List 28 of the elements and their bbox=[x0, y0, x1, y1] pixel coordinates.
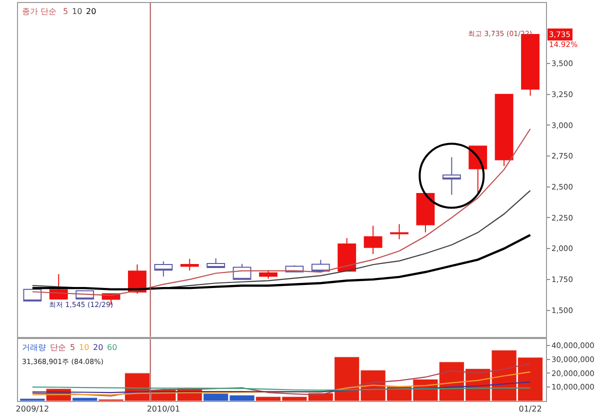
candlestick bbox=[494, 94, 514, 167]
candlestick bbox=[416, 193, 435, 233]
text: 10 bbox=[72, 7, 82, 16]
candlestick bbox=[442, 156, 461, 196]
text: 거래량 bbox=[22, 343, 46, 352]
text: 20 bbox=[86, 7, 96, 16]
legend-title: 종가 단순 bbox=[22, 7, 57, 16]
line-series bbox=[32, 381, 531, 394]
candlestick bbox=[23, 288, 42, 302]
candlestick bbox=[311, 259, 330, 272]
candlestick bbox=[206, 258, 226, 268]
legend-title: 단순 bbox=[50, 343, 66, 352]
text: 5 bbox=[63, 7, 68, 16]
text: 20 bbox=[93, 343, 104, 352]
line-series bbox=[32, 128, 531, 296]
x-tick-label: 2009/12 bbox=[16, 404, 50, 414]
candlestick bbox=[338, 238, 356, 272]
candlestick bbox=[232, 263, 252, 280]
line-series bbox=[32, 371, 531, 396]
line-series bbox=[31, 234, 532, 290]
candlestick bbox=[154, 260, 173, 277]
candlestick bbox=[364, 225, 382, 254]
text: 5 bbox=[70, 343, 76, 352]
x-tick-label: 2010/01 bbox=[146, 404, 180, 414]
text: 60 bbox=[107, 343, 118, 352]
text: 10 bbox=[79, 343, 90, 352]
x-tick-label: 01/22 bbox=[518, 404, 542, 414]
candlestick bbox=[390, 224, 408, 240]
